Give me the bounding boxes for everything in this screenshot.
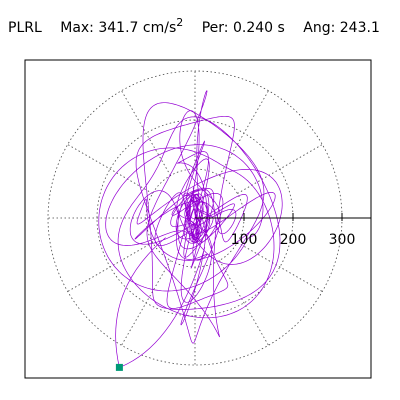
max-unit-exponent: 2 xyxy=(176,16,184,29)
grid-spoke-210 xyxy=(67,242,153,292)
peak-marker xyxy=(115,363,123,371)
radial-tick-label-100: 100 xyxy=(231,232,258,248)
grid-spoke-150 xyxy=(67,144,153,194)
max-label: Max: xyxy=(60,20,94,36)
grid-spoke-120 xyxy=(121,90,171,176)
angle-label: Ang: xyxy=(303,20,336,36)
station-code: PLRL xyxy=(8,20,42,36)
grid-spoke-300 xyxy=(219,260,269,346)
peak-marker-group xyxy=(115,363,123,371)
angle-value: 243.1 xyxy=(339,20,380,36)
grid-spoke-30 xyxy=(237,144,323,194)
radial-tick-label-200: 200 xyxy=(280,232,307,248)
radial-tick-label-300: 300 xyxy=(329,232,356,248)
period-label: Per: xyxy=(201,20,229,36)
grid-spoke-240 xyxy=(121,260,171,346)
max-value: 341.7 xyxy=(98,20,139,36)
radial-tick-labels: 100 200 300 xyxy=(231,213,356,248)
grid-spoke-330 xyxy=(237,242,323,292)
orbit-header: PLRL Max: 341.7 cm/s2 Per: 0.240 s Ang: … xyxy=(8,17,380,36)
period-value: 0.240 s xyxy=(232,20,285,36)
max-unit: cm/s xyxy=(142,20,177,36)
